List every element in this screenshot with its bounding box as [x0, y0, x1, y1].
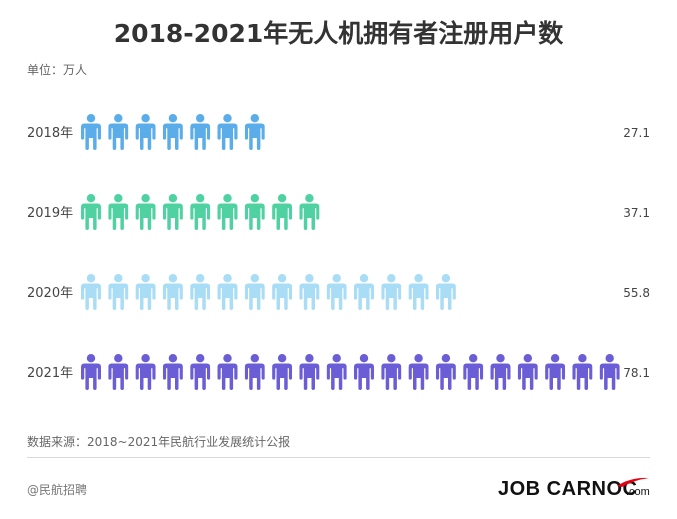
person-icon — [299, 354, 320, 390]
person-icon — [244, 274, 265, 310]
person-icon — [490, 354, 511, 390]
person-icon — [545, 354, 566, 390]
person-icon — [135, 354, 156, 390]
chart-title: 2018-2021年无人机拥有者注册用户数 — [113, 19, 564, 48]
person-icon — [517, 354, 538, 390]
person-icon — [381, 274, 402, 310]
logo-text: JOB CARNOC — [498, 478, 638, 500]
person-icon — [354, 274, 374, 310]
person-icon — [572, 354, 593, 390]
person-icon — [244, 194, 265, 230]
jobcarnoc-logo: JOB CARNOC .com — [498, 476, 658, 502]
year-label-2: 2020年 — [27, 286, 73, 301]
person-icon — [162, 114, 183, 150]
logo-swoosh-icon — [617, 477, 649, 487]
person-icon — [81, 194, 101, 230]
person-icon — [135, 114, 156, 150]
person-icon — [326, 354, 347, 390]
person-icon — [81, 354, 101, 390]
person-icon — [217, 274, 238, 310]
person-icon — [162, 354, 183, 390]
person-icon — [463, 354, 484, 390]
logo-suffix: .com — [626, 486, 650, 498]
person-icon — [244, 354, 265, 390]
person-icon — [190, 274, 211, 310]
person-icon — [162, 194, 183, 230]
divider — [27, 457, 650, 458]
value-label-1: 37.1 — [623, 206, 650, 220]
person-icon — [190, 354, 211, 390]
year-label-0: 2018年 — [27, 126, 73, 141]
person-icon — [435, 274, 456, 310]
person-icon — [354, 354, 374, 390]
person-icon — [272, 354, 293, 390]
person-icon — [108, 274, 129, 310]
person-icon — [435, 354, 456, 390]
person-icon — [272, 274, 293, 310]
unit-label: 单位：万人 — [27, 63, 88, 77]
person-icon — [326, 274, 347, 310]
person-icon — [190, 114, 211, 150]
person-icon — [408, 354, 429, 390]
person-icon — [599, 354, 620, 390]
person-icon — [81, 114, 101, 150]
value-label-0: 27.1 — [623, 126, 650, 140]
year-label-1: 2019年 — [27, 206, 73, 221]
pictogram-chart: 2018年 27.1 2019年 37.1 2020年 55.8 2021年 78.1 — [27, 114, 650, 390]
person-icon — [299, 274, 320, 310]
footer-credit: @民航招聘 — [27, 483, 88, 497]
value-label-2: 55.8 — [623, 286, 650, 300]
data-source: 数据来源：2018~2021年民航行业发展统计公报 — [27, 435, 291, 449]
year-label-3: 2021年 — [27, 366, 73, 381]
person-icon — [217, 114, 238, 150]
person-icon — [217, 194, 238, 230]
person-icon — [244, 114, 265, 150]
person-icon — [162, 274, 183, 310]
person-icon — [190, 194, 211, 230]
person-icon — [272, 194, 293, 230]
person-icon — [408, 274, 429, 310]
person-icon — [217, 354, 238, 390]
person-icon — [381, 354, 402, 390]
person-icon — [135, 274, 156, 310]
person-icon — [108, 354, 129, 390]
person-icon — [299, 194, 320, 230]
person-icon — [135, 194, 156, 230]
value-label-3: 78.1 — [623, 366, 650, 380]
person-icon — [108, 114, 129, 150]
person-icon — [108, 194, 129, 230]
person-icon — [81, 274, 101, 310]
